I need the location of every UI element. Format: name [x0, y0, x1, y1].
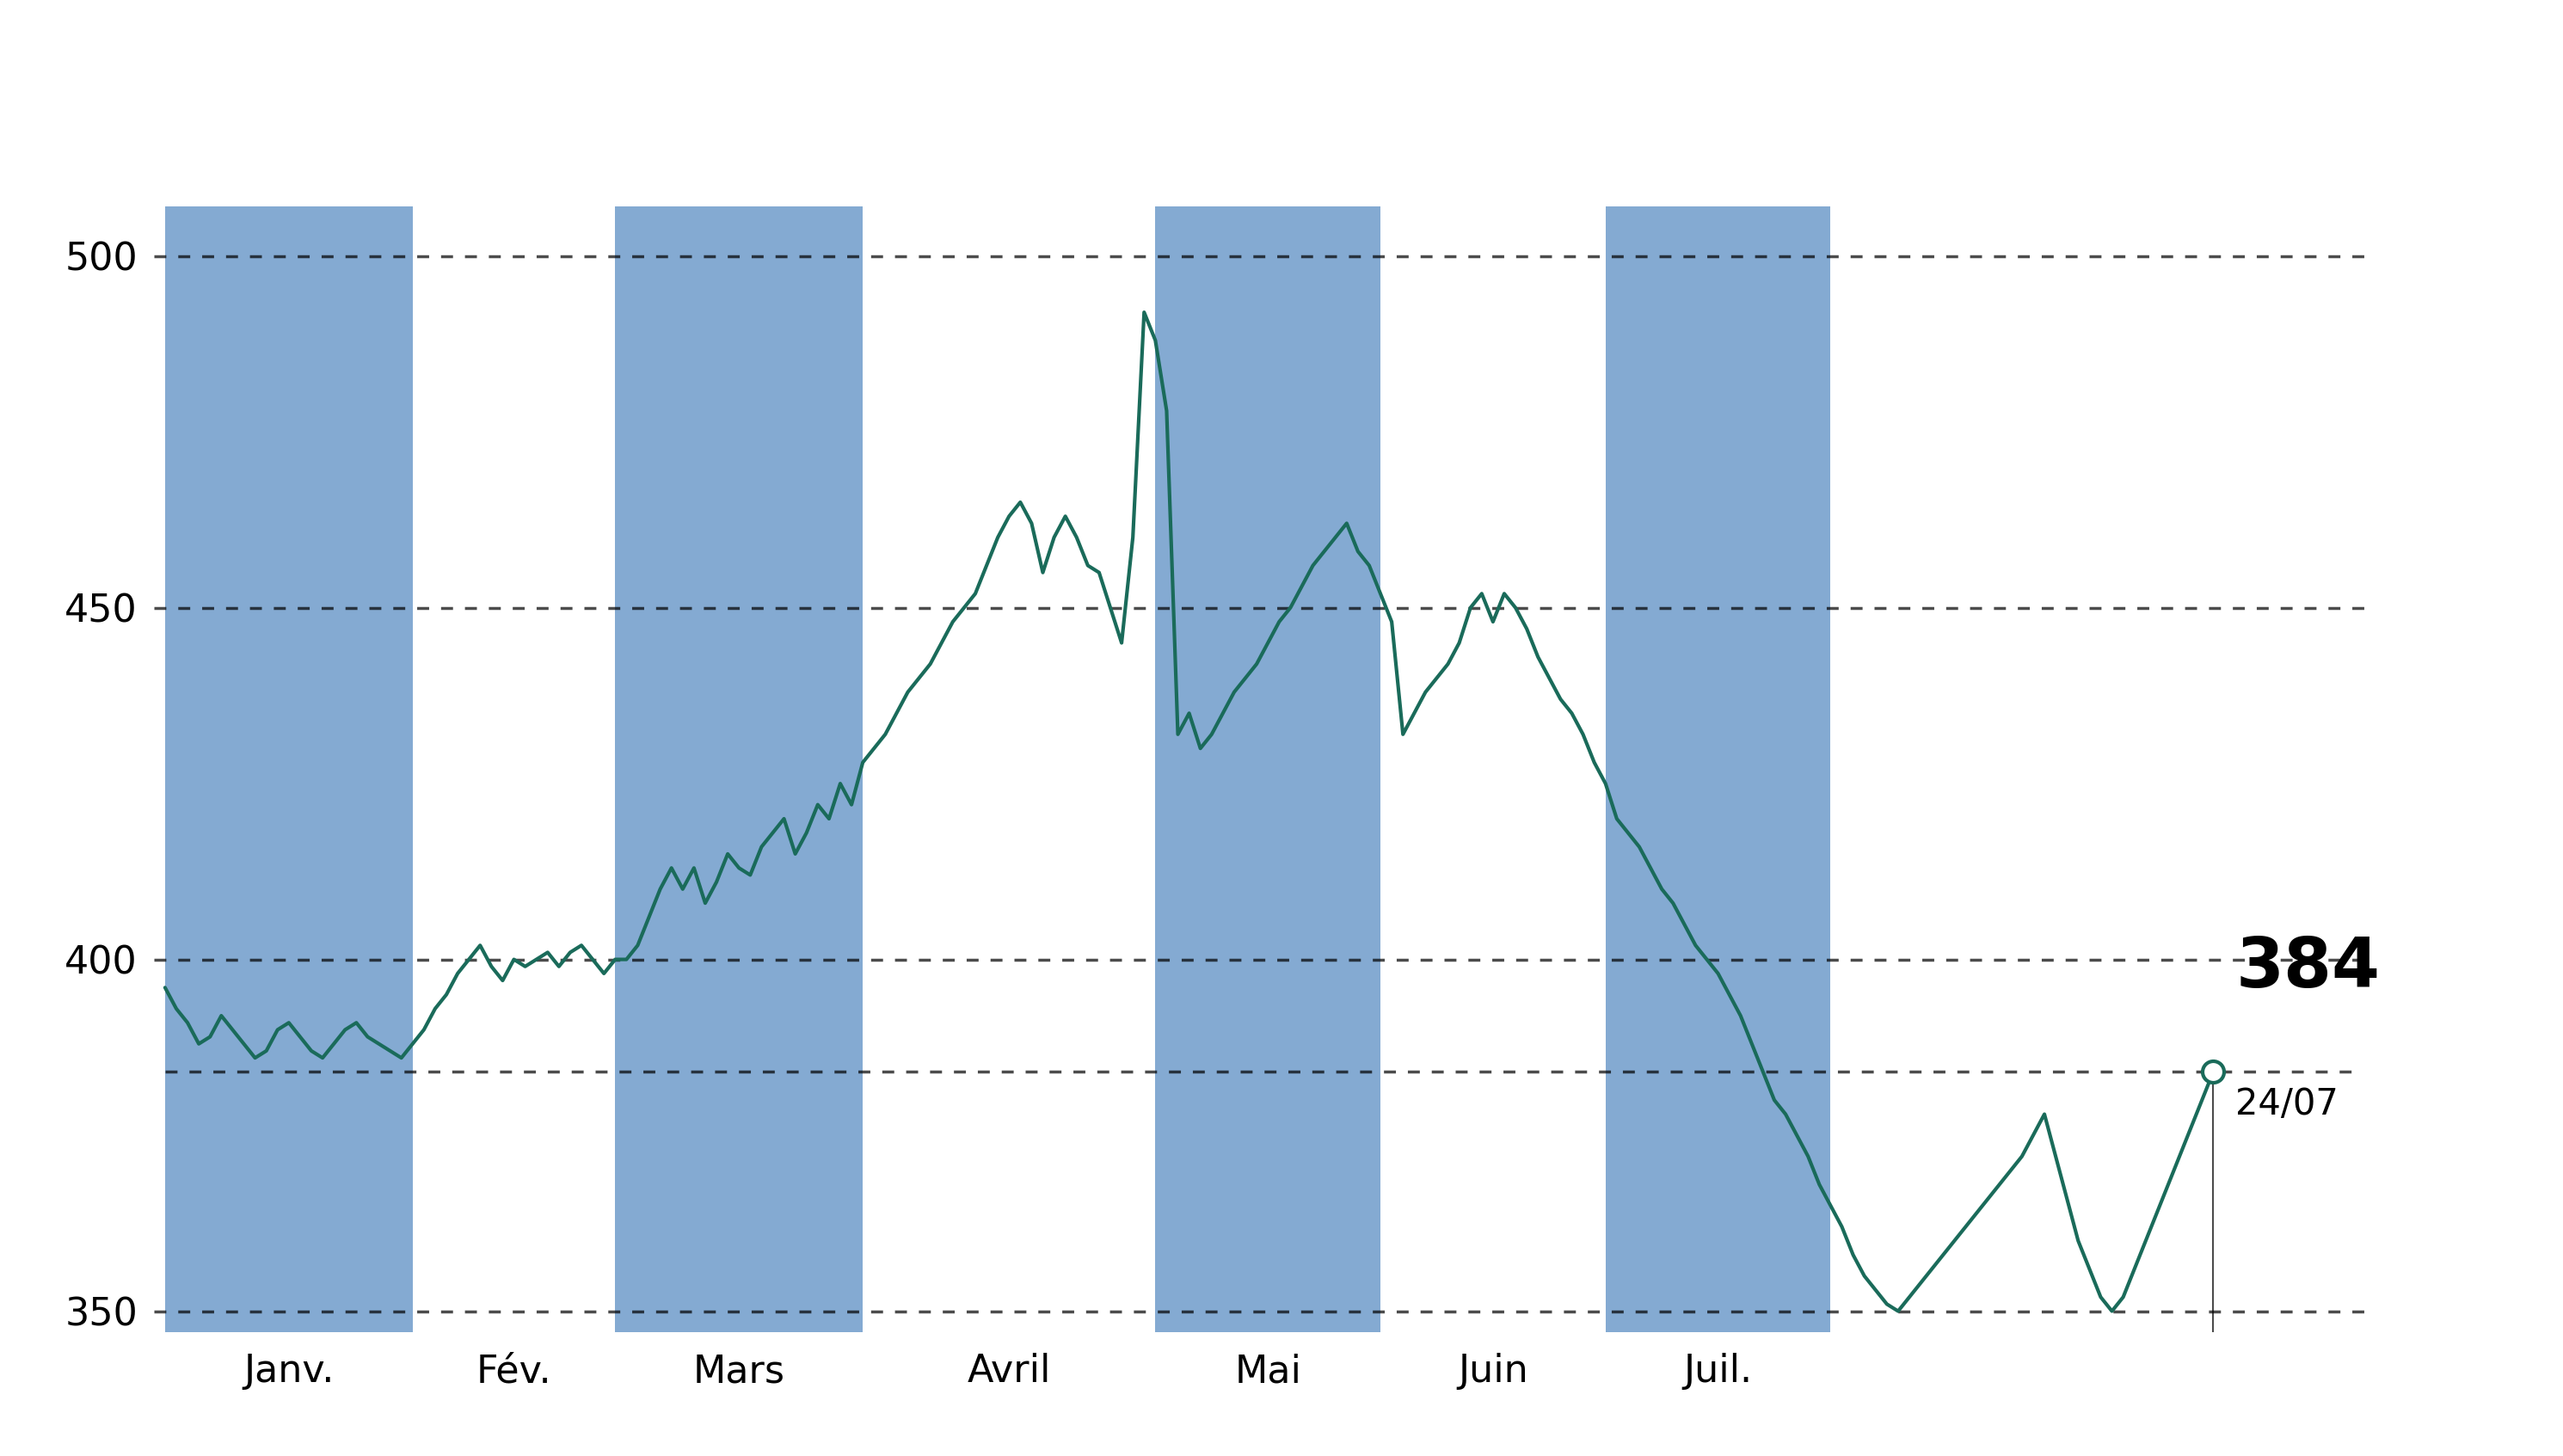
Text: 384: 384	[2235, 935, 2381, 1002]
Text: 24/07: 24/07	[2235, 1086, 2337, 1123]
Bar	[164, 207, 413, 1332]
Bar	[615, 207, 864, 1332]
Text: BURELLE: BURELLE	[1043, 6, 1520, 99]
Bar	[1604, 207, 1830, 1332]
Bar	[1156, 207, 1381, 1332]
